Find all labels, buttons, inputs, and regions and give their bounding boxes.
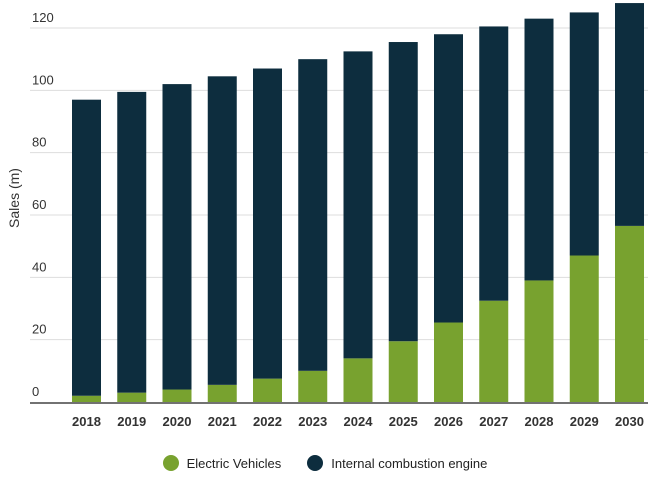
x-tick-label: 2023 (298, 414, 327, 429)
bar-ice-2025 (388, 42, 418, 342)
legend-label-ev: Electric Vehicles (186, 455, 282, 471)
y-tick-label: 20 (32, 322, 46, 337)
y-axis-label: Sales (m) (6, 168, 22, 228)
bar-ice-2028 (524, 18, 554, 281)
bar-ice-2024 (343, 51, 373, 359)
y-tick-label: 60 (32, 197, 46, 212)
bar-ev-2028 (524, 280, 554, 402)
y-tick-label: 120 (32, 10, 54, 25)
bar-ice-2023 (298, 59, 328, 371)
bar-ice-2027 (479, 26, 509, 301)
x-tick-label: 2021 (208, 414, 237, 429)
y-tick-label: 100 (32, 72, 54, 87)
x-tick-label: 2026 (434, 414, 463, 429)
bar-ice-2020 (162, 84, 192, 390)
bar-ev-2024 (343, 358, 373, 402)
bar-ev-2022 (253, 378, 282, 402)
bar-ice-2022 (253, 68, 282, 379)
legend-swatch-ev (162, 455, 179, 471)
bar-ice-2026 (434, 34, 463, 323)
x-tick-label: 2018 (72, 414, 101, 429)
bar-ev-2018 (72, 395, 101, 402)
bar-ev-2019 (117, 392, 147, 402)
y-axis-ticks: 0 20 40 60 80 100 120 (32, 10, 54, 399)
bar-ice-2030 (615, 3, 644, 226)
bar-ev-2021 (207, 384, 237, 402)
bar-ev-2026 (434, 322, 463, 402)
y-tick-label: 40 (32, 259, 46, 274)
x-tick-label: 2030 (615, 414, 644, 429)
bar-ev-2025 (388, 341, 418, 402)
bar-ev-2023 (298, 370, 328, 402)
bar-ice-2021 (207, 76, 237, 385)
legend-item-ice: Internal combustion engine (307, 455, 487, 471)
bar-ev-2020 (162, 389, 192, 402)
x-tick-label: 2028 (525, 414, 554, 429)
y-tick-label: 80 (32, 135, 46, 150)
x-tick-label: 2020 (163, 414, 192, 429)
x-tick-label: 2019 (117, 414, 146, 429)
legend-swatch-ice (307, 455, 324, 471)
bar-ice-2019 (117, 91, 147, 393)
bar-ev-2029 (569, 255, 599, 402)
x-axis-ticks: 2018 2019 2020 2021 2022 2023 2024 2025 2026 2027… (72, 414, 644, 429)
x-tick-label: 2027 (479, 414, 508, 429)
x-tick-label: 2024 (344, 414, 374, 429)
legend-item-electric-vehicles: Electric Vehicles (162, 455, 282, 471)
bar-ice-2029 (569, 12, 599, 256)
bar-ev-2030 (615, 225, 644, 402)
legend-label-ice: Internal combustion engine (331, 455, 488, 471)
bars (72, 3, 644, 402)
x-tick-label: 2025 (389, 414, 418, 429)
bar-ev-2027 (479, 300, 509, 402)
bar-ice-2018 (72, 99, 101, 396)
y-tick-label: 0 (32, 384, 39, 399)
x-tick-label: 2029 (570, 414, 599, 429)
legend: Electric Vehicles Internal combustion en… (0, 455, 650, 471)
x-tick-label: 2022 (253, 414, 282, 429)
